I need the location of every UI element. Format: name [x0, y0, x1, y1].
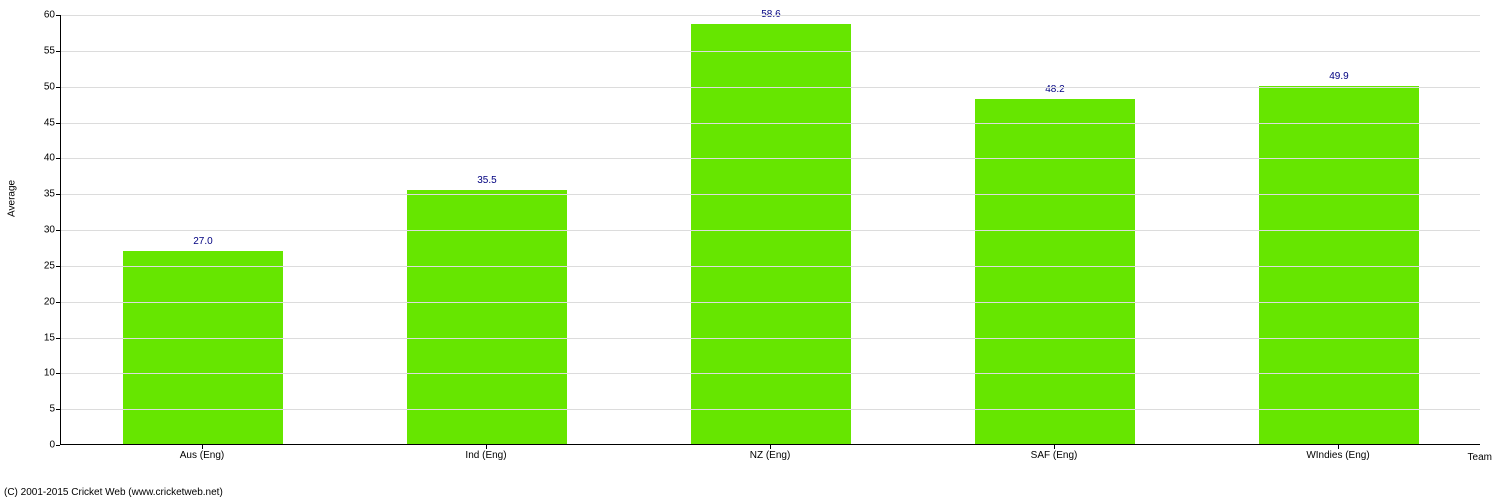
y-tick-label: 25: [15, 260, 55, 271]
y-tick-mark: [56, 158, 60, 159]
y-tick-mark: [56, 302, 60, 303]
y-tick-label: 60: [15, 10, 55, 21]
y-tick-mark: [56, 338, 60, 339]
x-tick-label: SAF (Eng): [1031, 450, 1078, 461]
gridline: [61, 87, 1480, 88]
gridline: [61, 51, 1480, 52]
x-tick-mark: [1054, 445, 1055, 449]
y-tick-label: 40: [15, 153, 55, 164]
gridline: [61, 266, 1480, 267]
plot-area: 27.035.558.648.249.9: [60, 15, 1480, 445]
gridline: [61, 409, 1480, 410]
y-tick-mark: [56, 123, 60, 124]
y-tick-label: 30: [15, 225, 55, 236]
x-axis-title: Team: [1468, 452, 1492, 463]
y-tick-label: 10: [15, 368, 55, 379]
y-tick-label: 20: [15, 296, 55, 307]
gridline: [61, 338, 1480, 339]
y-tick-label: 55: [15, 45, 55, 56]
bar-value-label: 27.0: [123, 236, 282, 247]
x-tick-label: Ind (Eng): [465, 450, 506, 461]
bar-chart: 27.035.558.648.249.9 Average Team (C) 20…: [0, 0, 1500, 500]
gridline: [61, 194, 1480, 195]
bar-value-label: 35.5: [407, 175, 566, 186]
bar-value-label: 49.9: [1259, 71, 1418, 82]
y-tick-mark: [56, 51, 60, 52]
y-tick-label: 15: [15, 332, 55, 343]
copyright-text: (C) 2001-2015 Cricket Web (www.cricketwe…: [4, 487, 223, 498]
bar: 35.5: [407, 190, 566, 444]
y-tick-mark: [56, 87, 60, 88]
y-tick-label: 45: [15, 117, 55, 128]
gridline: [61, 123, 1480, 124]
y-tick-label: 0: [15, 440, 55, 451]
bar: 27.0: [123, 251, 282, 445]
y-tick-label: 35: [15, 189, 55, 200]
y-tick-mark: [56, 194, 60, 195]
y-tick-label: 50: [15, 81, 55, 92]
x-tick-label: Aus (Eng): [180, 450, 224, 461]
gridline: [61, 302, 1480, 303]
gridline: [61, 373, 1480, 374]
y-tick-mark: [56, 266, 60, 267]
y-tick-mark: [56, 15, 60, 16]
x-tick-mark: [202, 445, 203, 449]
bar-value-label: 48.2: [975, 84, 1134, 95]
x-tick-mark: [486, 445, 487, 449]
y-tick-mark: [56, 373, 60, 374]
x-tick-label: WIndies (Eng): [1306, 450, 1369, 461]
y-tick-mark: [56, 409, 60, 410]
x-tick-label: NZ (Eng): [750, 450, 791, 461]
x-tick-mark: [770, 445, 771, 449]
gridline: [61, 230, 1480, 231]
bar: 48.2: [975, 99, 1134, 444]
gridline: [61, 158, 1480, 159]
y-tick-label: 5: [15, 404, 55, 415]
x-tick-mark: [1338, 445, 1339, 449]
y-tick-mark: [56, 230, 60, 231]
gridline: [61, 15, 1480, 16]
y-tick-mark: [56, 445, 60, 446]
